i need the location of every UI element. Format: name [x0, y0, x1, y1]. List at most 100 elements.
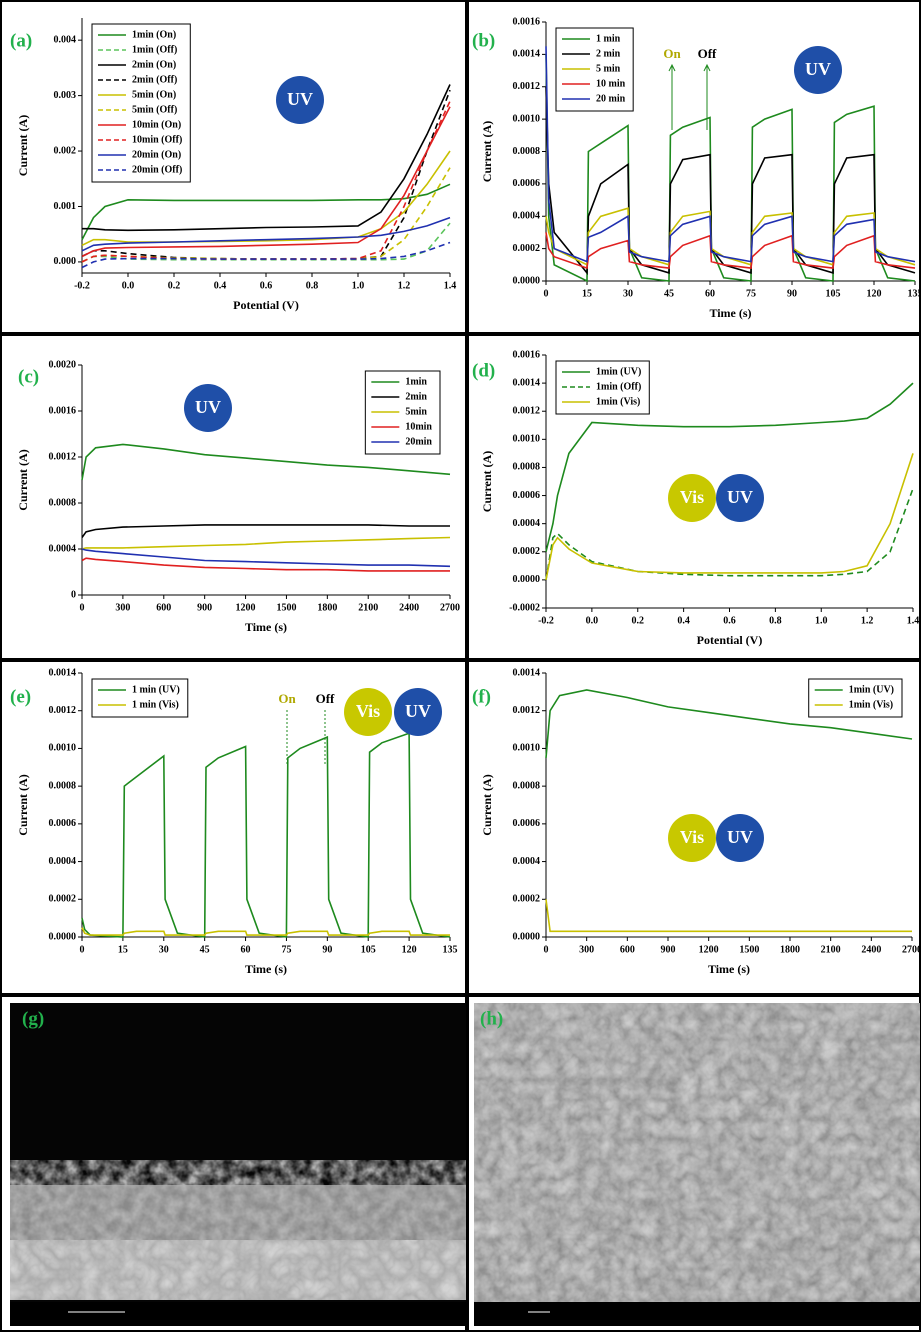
line-series: [545, 453, 914, 581]
y-tick-label: 0.0016: [513, 16, 541, 27]
x-tick-label: 30: [623, 288, 633, 299]
legend-label: 2min: [405, 391, 427, 402]
y-tick-label: 0.0006: [513, 178, 541, 189]
x-tick-label: 105: [826, 288, 841, 299]
y-tick-label: 0.0000: [513, 275, 541, 286]
y-axis-label: Current (A): [16, 115, 30, 176]
line-series: [81, 106, 451, 258]
y-tick-label: 0.004: [54, 34, 77, 45]
x-tick-label: 90: [787, 288, 797, 299]
x-tick-label: 0.0: [586, 615, 599, 626]
annotation-arrow: [703, 63, 711, 72]
y-tick-label: 0.0014: [513, 49, 541, 60]
legend-label: 10 min: [596, 78, 626, 89]
x-tick-label: 1.4: [444, 280, 457, 291]
x-tick-label: 1500: [739, 944, 759, 955]
x-tick-label: 0: [544, 288, 549, 299]
badge: [716, 474, 764, 522]
annotation-arrow: [668, 63, 676, 72]
legend-box: [91, 678, 189, 718]
x-tick-label: 0.6: [260, 280, 273, 291]
y-tick-label: 0.0006: [513, 818, 541, 829]
x-axis-label: Time (s): [708, 962, 750, 976]
x-tick-label: 105: [361, 944, 376, 955]
x-tick-label: 75: [281, 944, 291, 955]
y-tick-label: 0.0008: [49, 780, 77, 791]
legend-label: 20 min: [596, 93, 626, 104]
y-tick-label: 0.0008: [49, 497, 77, 508]
badge: [344, 688, 392, 736]
y-axis-label: Current (A): [16, 774, 30, 835]
y-tick-label: 0.0004: [49, 856, 77, 867]
legend-label: 10min (On): [132, 119, 181, 130]
y-tick-label: 0.0014: [49, 667, 77, 678]
badge: [716, 814, 764, 862]
legend-label: 10min: [405, 421, 432, 432]
y-tick-label: 0.0010: [513, 113, 541, 124]
x-tick-label: 0: [80, 602, 85, 613]
legend-label: 20min (Off): [132, 164, 182, 175]
x-tick-label: 1.2: [861, 615, 874, 626]
badge: [668, 474, 716, 522]
legend-label: 5min: [405, 406, 427, 417]
x-axis-label: Potential (V): [233, 298, 299, 312]
y-tick-label: 0.000: [54, 256, 77, 267]
annotation: On: [663, 46, 681, 61]
y-tick-label: 0.0002: [513, 546, 541, 557]
x-tick-label: 15: [582, 288, 592, 299]
legend-label: 1 min: [596, 33, 621, 44]
x-tick-label: 2700: [440, 602, 460, 613]
x-tick-label: -0.2: [538, 615, 554, 626]
line-series: [545, 232, 916, 270]
panel-label: (b): [472, 30, 495, 51]
legend-box: [555, 360, 650, 415]
y-tick-label: 0.0008: [513, 780, 541, 791]
line-series: [81, 732, 451, 938]
badge-text: Vis: [680, 827, 704, 847]
y-tick-label: 0.0016: [49, 405, 77, 416]
line-series: [82, 84, 451, 232]
x-tick-label: 2400: [399, 602, 419, 613]
x-tick-label: 120: [402, 944, 417, 955]
x-tick-label: 1200: [699, 944, 719, 955]
y-tick-label: 0.0016: [513, 349, 541, 360]
y-axis-label: Current (A): [480, 774, 494, 835]
x-tick-label: 2700: [902, 944, 921, 955]
line-series: [545, 689, 913, 758]
sem-image-h: (h): [474, 1003, 920, 1326]
panel-label: (d): [472, 360, 495, 381]
legend-label: 2min (On): [132, 59, 176, 70]
y-tick-label: 0.0012: [49, 451, 77, 462]
legend-label: 1 min (Vis): [132, 699, 179, 710]
y-tick-label: 0.0000: [513, 574, 541, 585]
y-tick-label: -0.0002: [509, 602, 540, 613]
legend-label: 5min (Off): [132, 104, 177, 115]
badge-text: UV: [727, 487, 753, 507]
y-tick-label: 0.002: [54, 145, 77, 156]
x-tick-label: 75: [746, 288, 756, 299]
y-tick-label: 0.0004: [513, 211, 541, 222]
x-tick-label: 2100: [358, 602, 378, 613]
badge-text: UV: [405, 701, 431, 721]
y-tick-label: 0.0020: [49, 359, 77, 370]
x-tick-label: 1800: [317, 602, 337, 613]
x-tick-label: 1.0: [815, 615, 828, 626]
annotation: On: [278, 691, 296, 706]
x-tick-label: 0: [544, 944, 549, 955]
legend-label: 1min (UV): [596, 366, 641, 377]
line-series: [81, 216, 451, 252]
legend: 1 min 2 min 5 min 10 min 20 min: [555, 27, 634, 112]
x-tick-label: 600: [156, 602, 171, 613]
badge-text: Vis: [356, 701, 380, 721]
x-tick-label: 300: [115, 602, 130, 613]
annotation: Off: [698, 46, 717, 61]
x-tick-label: 0.8: [306, 280, 319, 291]
y-tick-label: 0.0002: [49, 894, 77, 905]
x-tick-label: 1800: [780, 944, 800, 955]
x-tick-label: 2100: [821, 944, 841, 955]
line-series: [545, 86, 916, 276]
line-series: [81, 443, 451, 481]
line-series: [81, 524, 450, 538]
line-series: [81, 150, 451, 247]
legend-box: [808, 678, 903, 718]
